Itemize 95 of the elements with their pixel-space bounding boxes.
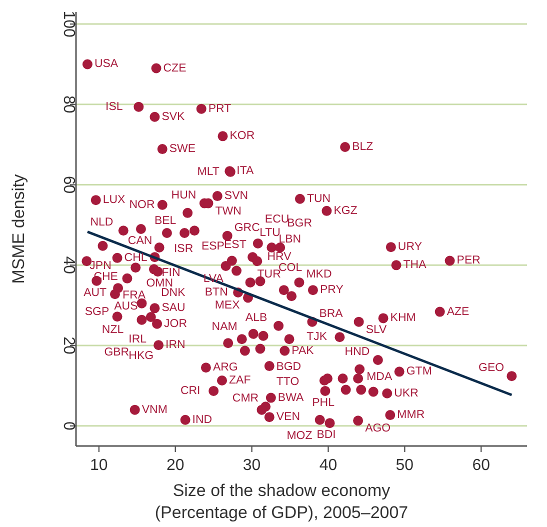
annotation: MMR bbox=[397, 409, 425, 422]
annotation: PER bbox=[456, 254, 480, 267]
y-axis-title: MSME density bbox=[9, 174, 28, 284]
annotation: EST bbox=[224, 239, 246, 252]
annotation: GTM bbox=[406, 366, 432, 378]
x-tick-label: 50 bbox=[396, 457, 414, 474]
annotation: NLD bbox=[90, 216, 114, 229]
annotation: CHL bbox=[124, 252, 148, 264]
annotation: CZE bbox=[163, 62, 187, 74]
annotation: TUN bbox=[306, 192, 331, 205]
annotation: ALB bbox=[245, 312, 268, 324]
annotation: GBR bbox=[104, 346, 130, 359]
annotation: VEN bbox=[276, 411, 300, 424]
x-axis-title: Size of the shadow economy (Percentage of GDP), 2005–2007 bbox=[154, 481, 408, 522]
annotation: MKD bbox=[306, 268, 332, 280]
annotation: OMN bbox=[146, 277, 174, 290]
annotation: BRA bbox=[319, 308, 344, 320]
y-tick-label: 60 bbox=[60, 176, 77, 194]
annotation: TTO bbox=[276, 376, 300, 388]
annotation: ESP bbox=[201, 240, 225, 253]
y-tick-label: 80 bbox=[60, 96, 77, 114]
annotation: MDA bbox=[366, 371, 392, 384]
annotation: MEX bbox=[214, 300, 240, 312]
annotation: BLZ bbox=[352, 141, 374, 154]
annotation: CRI bbox=[180, 384, 200, 397]
annotation: LBN bbox=[278, 233, 302, 246]
y-tick-label: 0 bbox=[60, 421, 77, 430]
annotation: CAN bbox=[128, 235, 152, 247]
annotation: SWE bbox=[169, 143, 196, 156]
annotation: ITA bbox=[236, 165, 254, 178]
x-tick-label: 20 bbox=[166, 457, 184, 474]
annotation: BWA bbox=[278, 392, 304, 404]
annotation: PRY bbox=[320, 284, 344, 296]
annotation: ISR bbox=[174, 243, 194, 256]
annotation: GEO bbox=[478, 362, 504, 374]
annotation: ZAF bbox=[229, 374, 251, 386]
annotation: CMR bbox=[232, 392, 259, 405]
annotation: PHL bbox=[312, 396, 336, 409]
annotation: NOR bbox=[129, 198, 155, 211]
annotation: NZL bbox=[102, 324, 124, 336]
y-tick-label: 20 bbox=[60, 336, 77, 355]
annotation: BEL bbox=[154, 214, 177, 227]
annotation: FRA bbox=[122, 290, 146, 302]
annotation: SVK bbox=[162, 110, 186, 123]
annotation: BGR bbox=[287, 217, 312, 230]
annotation: IRL bbox=[128, 333, 148, 346]
annotation: LUX bbox=[102, 194, 126, 206]
annotation: DNK bbox=[160, 287, 186, 300]
annotation: TUR bbox=[257, 268, 281, 280]
annotation: BDI bbox=[316, 429, 336, 442]
annotation: MOZ bbox=[286, 430, 312, 442]
annotation: SLV bbox=[366, 324, 388, 336]
annotation: TJK bbox=[306, 331, 328, 344]
annotation: SAU bbox=[162, 302, 186, 314]
annotation: NAM bbox=[212, 320, 238, 333]
annotation: JOR bbox=[164, 318, 188, 330]
annotation: URY bbox=[398, 241, 422, 254]
x-tick-label: 10 bbox=[90, 457, 108, 474]
x-tick-label: 60 bbox=[472, 457, 490, 474]
annotation: LTU bbox=[260, 227, 280, 240]
annotation: KGZ bbox=[334, 204, 358, 217]
x-tick-label: 40 bbox=[319, 457, 338, 474]
annotation: TWN bbox=[215, 205, 242, 218]
annotation: HUN bbox=[171, 189, 196, 202]
annotation: UKR bbox=[394, 387, 418, 400]
annotation: JPN bbox=[90, 260, 112, 272]
annotation: AGO bbox=[365, 422, 391, 435]
annotation: HRV bbox=[267, 251, 292, 264]
y-tick-label: 100 bbox=[60, 10, 77, 38]
annotation: BTN bbox=[204, 286, 228, 298]
annotation: BGD bbox=[276, 361, 302, 374]
x-tick-label: 30 bbox=[242, 457, 261, 474]
annotation: HKG bbox=[128, 350, 154, 362]
annotation: AZE bbox=[446, 306, 470, 318]
annotation: GRC bbox=[234, 222, 260, 234]
annotation: HND bbox=[344, 346, 370, 358]
annotation: PRT bbox=[208, 102, 232, 115]
annotation: KOR bbox=[230, 130, 255, 142]
annotation: IRN bbox=[166, 339, 186, 352]
annotation: SGP bbox=[84, 306, 110, 318]
annotation: IND bbox=[192, 414, 212, 426]
annotation: VNM bbox=[142, 404, 168, 416]
annotation: ECU bbox=[264, 213, 290, 226]
annotation: ISL bbox=[106, 100, 124, 113]
annotation: AUT bbox=[84, 286, 107, 299]
annotation: THA bbox=[403, 259, 427, 272]
y-tick-label: 40 bbox=[60, 256, 77, 274]
annotation: FIN bbox=[162, 267, 180, 280]
annotation: PAK bbox=[292, 344, 314, 357]
annotation: USA bbox=[94, 58, 118, 70]
annotation: ARG bbox=[212, 362, 238, 374]
annotation: KHM bbox=[390, 312, 416, 324]
annotation: MLT bbox=[197, 166, 220, 178]
annotation: SVN bbox=[224, 190, 248, 202]
annotation: AUS bbox=[114, 300, 138, 312]
